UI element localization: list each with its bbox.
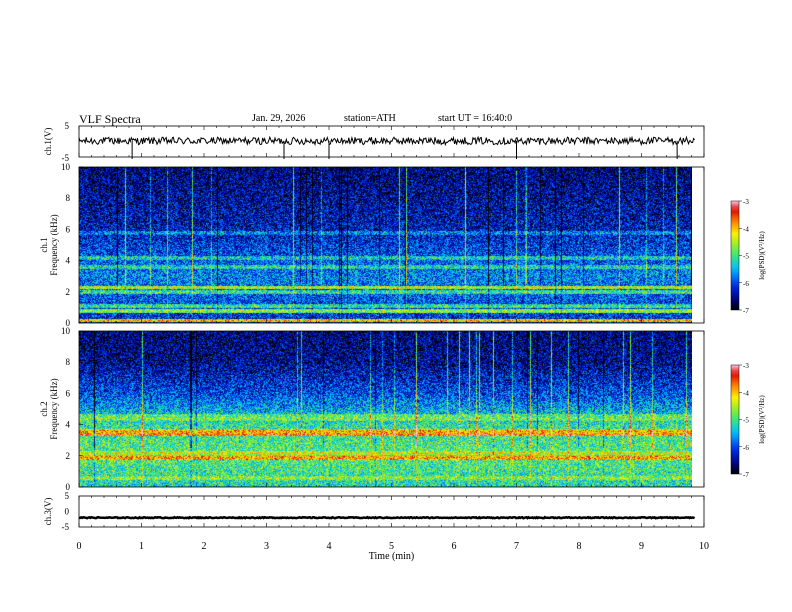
ch1-wave-trace — [78, 135, 695, 147]
s1-ytick-label: 4 — [66, 256, 71, 266]
date-label: Jan. 29, 2026 — [252, 113, 306, 124]
s2-ytick-label: 6 — [66, 388, 71, 398]
s1-ytick-label: 8 — [66, 193, 71, 203]
s2-colorbar — [730, 364, 740, 475]
s2-ytick-label: 8 — [66, 357, 71, 367]
s2-colorbar-label: log(PSD)(V²/Hz) — [758, 395, 766, 444]
station-label: station=ATH — [344, 113, 396, 124]
s2-colorbar-tick-label: -6 — [743, 444, 749, 452]
s2-ytick-label: 0 — [66, 482, 71, 492]
s1-colorbar-tick-label: -7 — [743, 307, 749, 315]
s1-colorbar-tick-label: -3 — [743, 198, 749, 206]
ch3-ytick-label: 5 — [65, 491, 70, 501]
ch1-ytick-label: 5 — [65, 121, 70, 131]
start-time-label: start UT = 16:40:0 — [438, 113, 513, 124]
x-tick-label: 8 — [577, 541, 582, 552]
x-tick-label: 6 — [452, 541, 457, 552]
x-tick-label: 3 — [264, 541, 269, 552]
s2-ylabel-freq: Frequency (kHz) — [49, 378, 59, 439]
s1-ytick-label: 0 — [66, 318, 71, 328]
ch3-ylabel: ch.3(V) — [43, 498, 53, 526]
x-tick-label: 2 — [202, 541, 207, 552]
s2-colorbar-tick-label: -5 — [743, 417, 749, 425]
s1-colorbar-tick-label: -4 — [743, 225, 749, 233]
s2-colorbar-tick-label: -7 — [743, 471, 749, 479]
s1-colorbar-tick-label: -6 — [743, 280, 749, 288]
x-tick-label: 4 — [327, 541, 332, 552]
s2-colorbar-tick-label: -3 — [743, 362, 749, 370]
s1-ylabel-channel: ch.1 — [39, 237, 49, 252]
s2-ytick-label: 10 — [61, 326, 71, 336]
ch3-ytick-label: -5 — [62, 522, 70, 532]
x-tick-label: 7 — [514, 541, 519, 552]
s1-colorbar-label: log(PSD)(V²/Hz) — [758, 231, 766, 280]
x-tick-label: 9 — [639, 541, 644, 552]
x-tick-label: 10 — [699, 541, 709, 552]
ch3-wave-trace — [78, 515, 696, 520]
s1-colorbar — [730, 200, 740, 311]
x-tick-label: 0 — [77, 541, 82, 552]
chart-title: VLF Spectra — [79, 112, 141, 126]
ch3-ytick-label: 0 — [65, 507, 70, 517]
s1-ylabel-freq: Frequency (kHz) — [49, 214, 59, 275]
x-tick-label: 1 — [139, 541, 144, 552]
s1-ytick-label: 6 — [66, 224, 71, 234]
ch1-ytick-label: -5 — [62, 153, 70, 163]
x-axis-label: Time (min) — [369, 551, 414, 562]
s1-ytick-label: 2 — [66, 287, 71, 297]
s2-colorbar-tick-label: -4 — [743, 389, 749, 397]
s1-colorbar-tick-label: -5 — [743, 253, 749, 261]
s1-image — [79, 167, 692, 323]
s2-ylabel-channel: ch.2 — [39, 401, 49, 416]
s1-ytick-label: 10 — [61, 162, 71, 172]
s2-image — [79, 331, 692, 487]
ch3-wave-frame — [78, 495, 705, 528]
s2-ytick-label: 2 — [66, 451, 71, 461]
x-tick-label: 5 — [389, 541, 394, 552]
s2-ytick-label: 4 — [66, 420, 71, 430]
ch1-ylabel: ch.1(V) — [43, 128, 53, 156]
